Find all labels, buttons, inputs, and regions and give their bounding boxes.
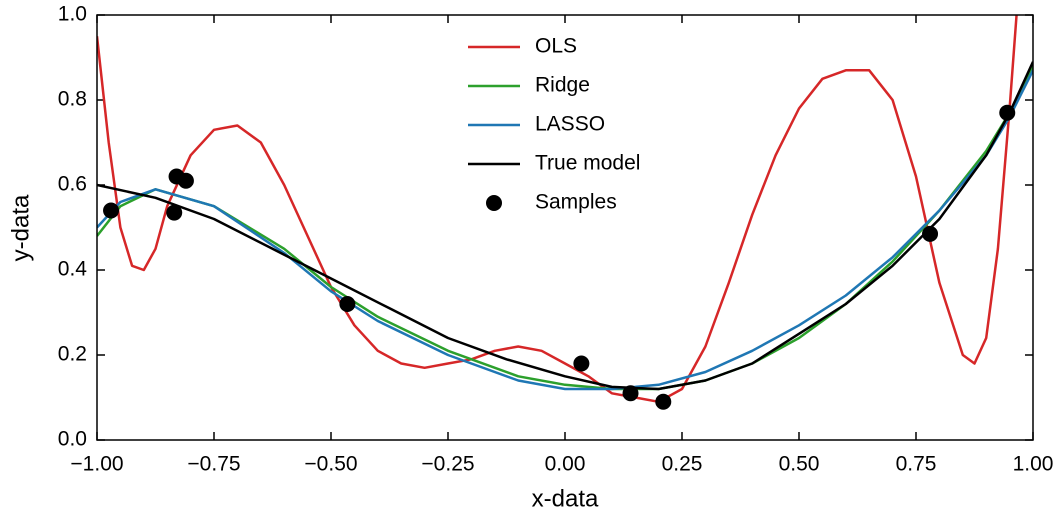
sample-point (622, 385, 639, 402)
y-tick-label: 0.0 (58, 428, 87, 451)
y-tick-label: 0.6 (58, 173, 87, 196)
x-tick-label: 0.25 (662, 453, 703, 476)
y-tick-label: 0.4 (58, 258, 88, 281)
sample-point (103, 202, 120, 219)
x-tick-label: 0.50 (779, 453, 820, 476)
sample-point (655, 393, 672, 410)
x-tick-label: −1.00 (70, 453, 123, 476)
sample-point (922, 225, 939, 242)
sample-point (166, 204, 183, 221)
y-tick-label: 0.2 (58, 343, 87, 366)
legend-label: Ridge (535, 74, 590, 97)
legend-label: True model (535, 152, 640, 175)
sample-point (573, 355, 590, 372)
plot-frame (96, 14, 1034, 441)
line (97, 15, 1018, 404)
x-tick-label: −0.25 (421, 453, 474, 476)
plot-area (97, 15, 1033, 410)
x-axis-label: x-data (532, 485, 599, 512)
sample-point (339, 296, 356, 312)
y-tick-label: 1.0 (58, 3, 87, 26)
sample-point (999, 104, 1016, 121)
x-tick-label: −0.50 (304, 453, 357, 476)
sample-point (177, 172, 194, 189)
legend-label: OLS (535, 35, 577, 58)
x-tick-label: 0.75 (896, 453, 937, 476)
line (97, 61, 1033, 391)
legend-marker (486, 195, 502, 211)
line (97, 69, 1033, 391)
y-axis-label: y-data (7, 194, 34, 261)
x-tick-label: −0.75 (187, 453, 240, 476)
x-tick-label: 0.00 (545, 453, 586, 476)
x-tick-label: 1.00 (1013, 453, 1054, 476)
legend-label: LASSO (535, 113, 605, 136)
legend-label: Samples (535, 191, 617, 214)
y-tick-label: 0.8 (58, 88, 87, 111)
